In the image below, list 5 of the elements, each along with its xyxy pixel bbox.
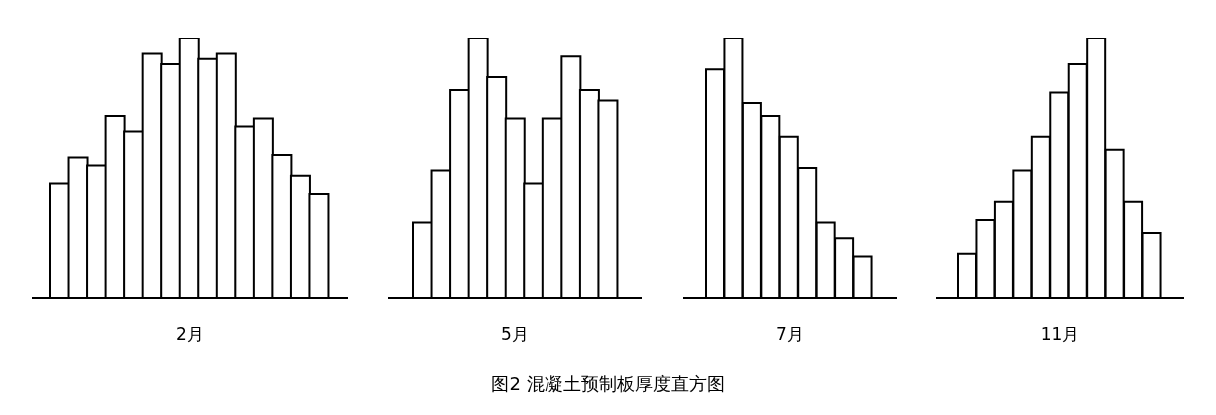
x-axis-title: 7月 bbox=[776, 324, 804, 344]
caption: 图2 混凝土预制板厚度直方图 bbox=[490, 372, 726, 396]
x-axis-title: 2月 bbox=[176, 324, 204, 344]
x-axis-title: 5月 bbox=[501, 324, 529, 344]
x-axis-title: 11月 bbox=[1040, 324, 1080, 344]
